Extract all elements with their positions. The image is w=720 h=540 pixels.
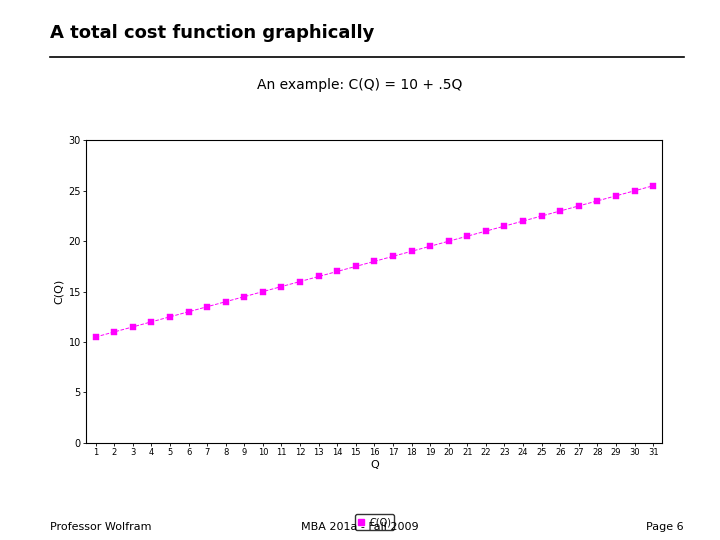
Y-axis label: C(Q): C(Q) <box>54 279 64 304</box>
Legend: C(Q): C(Q) <box>355 514 394 530</box>
Text: Professor Wolfram: Professor Wolfram <box>50 522 152 532</box>
Text: Page 6: Page 6 <box>647 522 684 532</box>
Text: An example: C(Q) = 10 + .5Q: An example: C(Q) = 10 + .5Q <box>257 78 463 92</box>
Text: A total cost function graphically: A total cost function graphically <box>50 24 375 42</box>
Text: MBA 201a - Fall 2009: MBA 201a - Fall 2009 <box>301 522 419 532</box>
X-axis label: Q: Q <box>370 460 379 470</box>
